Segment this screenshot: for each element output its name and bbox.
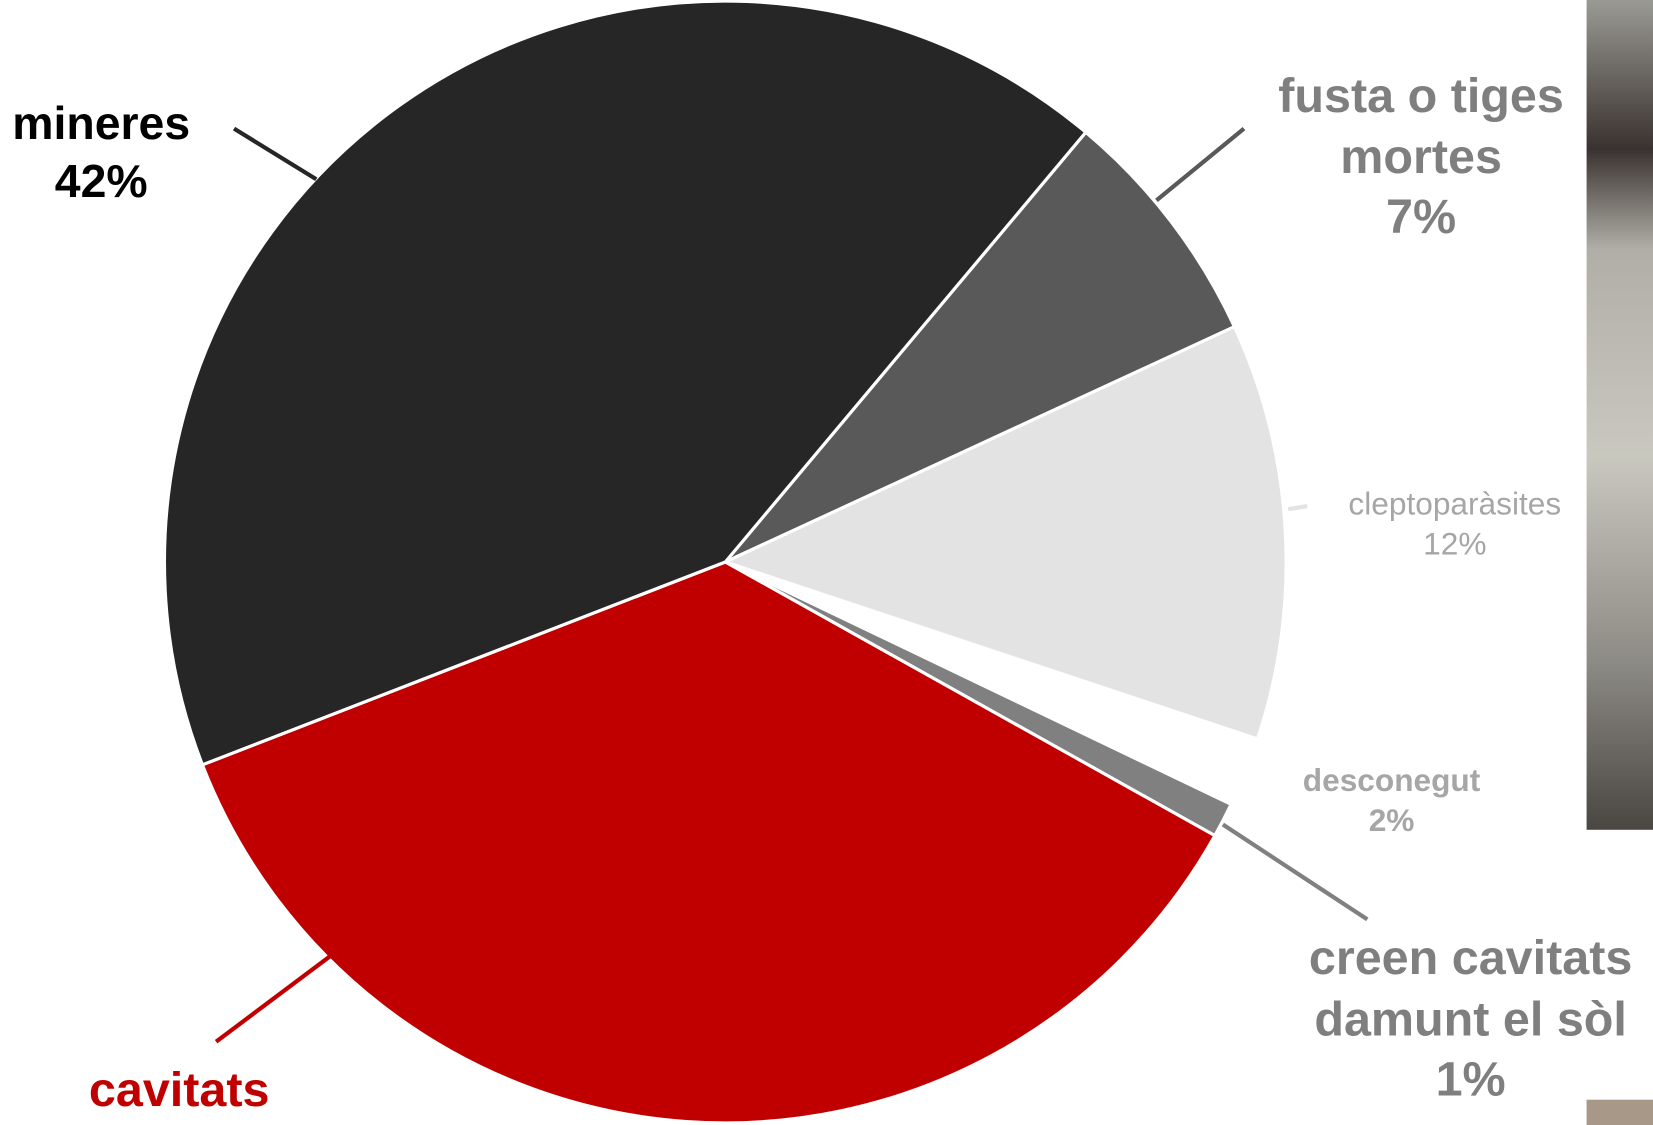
pie-slice [721,324,1288,742]
photo [1586,1099,1653,1125]
category-label: cleptoparàsites [1348,487,1562,522]
slice-label: cavitats [42,1060,316,1121]
slice-label: desconegut 2% [1276,761,1508,840]
category-label: fusta o tiges mortes [1278,67,1564,183]
slice-label: creen cavitats damunt el sòl 1% [1281,928,1653,1110]
slice-label: cleptoparàsites 12% [1318,485,1592,564]
category-label: desconegut [1302,763,1481,799]
leader-line [1221,822,1369,922]
value-label: 42% [54,156,148,208]
value-label: 1% [1435,1051,1506,1107]
category-label: creen cavitats damunt el sòl [1308,929,1633,1046]
leader-line [232,126,318,182]
value-label: 12% [1423,526,1487,562]
leader-line [1155,127,1246,202]
value-label: 7% [1386,188,1457,244]
value-label: 2% [1368,802,1415,838]
pie-slice [162,0,1089,767]
slice-label: mineres 42% [0,95,207,211]
slice-label: fusta o tiges mortes 7% [1242,65,1600,247]
leader-line [1287,504,1308,512]
pie-slice [200,560,1218,1125]
category-label: mineres [12,98,191,150]
pie-slice [724,130,1237,564]
category-label: cavitats [88,1061,270,1117]
leader-line [214,954,332,1044]
photo [1586,0,1653,830]
